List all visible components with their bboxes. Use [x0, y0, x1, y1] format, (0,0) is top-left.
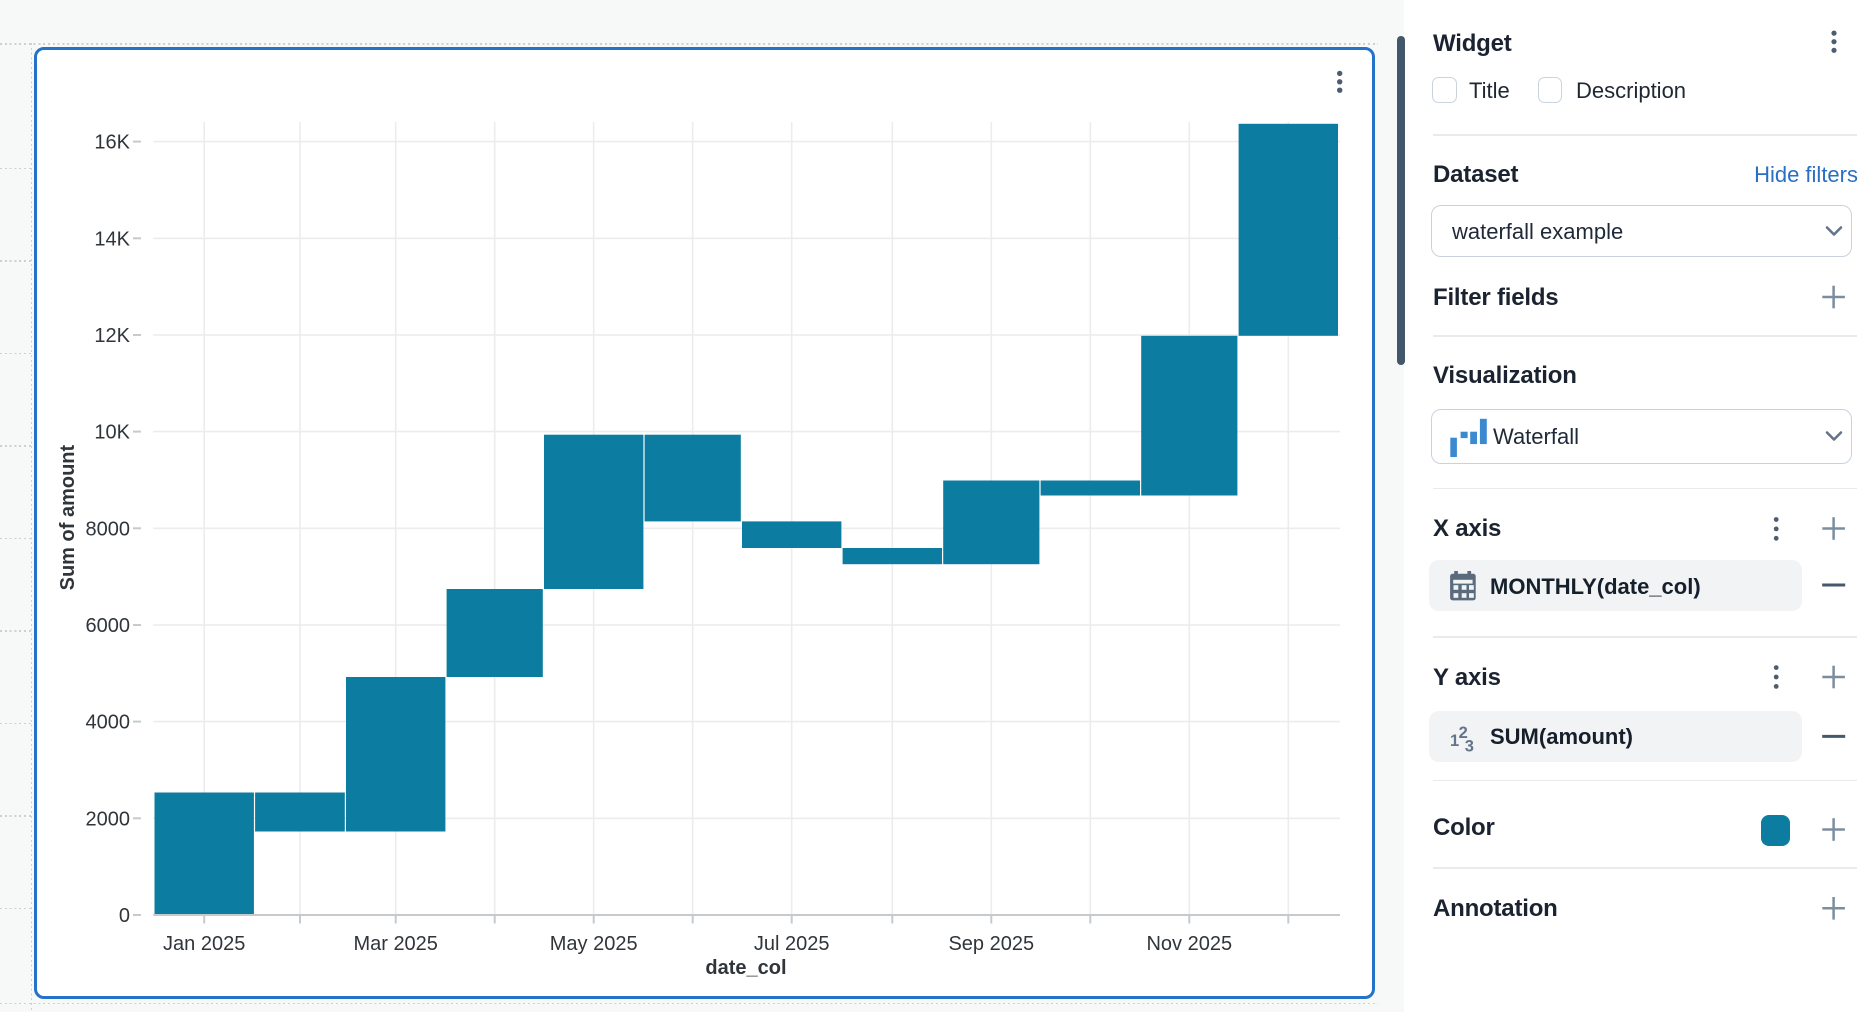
svg-text:8000: 8000 — [86, 518, 131, 540]
svg-text:6000: 6000 — [86, 615, 131, 637]
svg-text:2: 2 — [1459, 724, 1468, 742]
svg-text:date_col: date_col — [705, 957, 786, 979]
svg-text:Nov 2025: Nov 2025 — [1146, 933, 1232, 955]
svg-text:12K: 12K — [94, 325, 130, 347]
svg-text:14K: 14K — [94, 228, 130, 250]
svg-text:Jan 2025: Jan 2025 — [163, 933, 245, 955]
svg-text:May 2025: May 2025 — [550, 933, 638, 955]
svg-text:0: 0 — [119, 905, 130, 927]
svg-text:Sep 2025: Sep 2025 — [948, 933, 1034, 955]
svg-text:1: 1 — [1450, 732, 1459, 750]
svg-text:16K: 16K — [94, 132, 130, 154]
svg-text:Sum of amount: Sum of amount — [57, 444, 79, 590]
svg-text:Mar 2025: Mar 2025 — [353, 933, 438, 955]
svg-text:3: 3 — [1465, 737, 1474, 755]
svg-text:Jul 2025: Jul 2025 — [754, 933, 830, 955]
svg-text:4000: 4000 — [86, 712, 131, 734]
svg-text:10K: 10K — [94, 422, 130, 444]
svg-text:2000: 2000 — [86, 808, 131, 830]
